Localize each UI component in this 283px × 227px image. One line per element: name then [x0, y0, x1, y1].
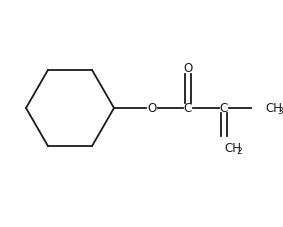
Text: O: O	[147, 101, 156, 114]
Text: C: C	[184, 101, 192, 114]
Text: C: C	[220, 101, 228, 114]
Text: CH: CH	[265, 101, 282, 114]
Text: O: O	[183, 62, 193, 74]
Text: 3: 3	[277, 106, 283, 116]
Text: 2: 2	[236, 146, 242, 155]
Text: CH: CH	[224, 141, 241, 155]
